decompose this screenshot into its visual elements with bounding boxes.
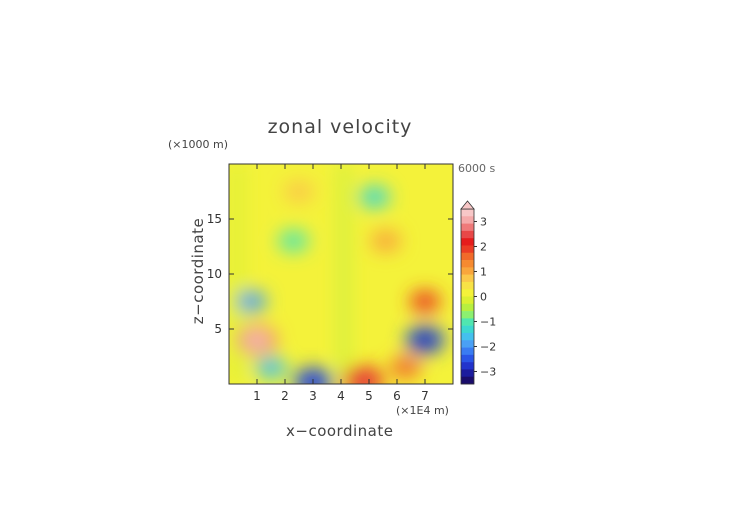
colorbar-band: [461, 209, 474, 217]
field-feature-core: [303, 373, 323, 384]
field-feature: [283, 180, 315, 203]
colorbar-band: [461, 376, 474, 385]
colorbar-band: [461, 289, 474, 297]
field-feature-core: [247, 331, 267, 349]
colorbar-band: [461, 303, 474, 312]
colorbar-tick-label: 1: [480, 266, 487, 279]
field-feature: [390, 356, 421, 379]
y-tick-label: 15: [207, 212, 222, 226]
x-axis-unit: (×1E4 m): [396, 404, 449, 417]
colorbar-arrow: [460, 200, 475, 210]
x-tick-label: 1: [253, 389, 261, 403]
x-tick-label: 4: [337, 389, 345, 403]
field-feature: [409, 290, 441, 313]
colorbar-band: [461, 296, 474, 305]
colorbar-band: [461, 238, 474, 246]
colorbar-tick-label: −1: [480, 316, 496, 329]
time-label: 6000 s: [458, 162, 496, 175]
colorbar-band: [461, 354, 474, 363]
colorbar-band: [461, 325, 474, 334]
colorbar-band: [461, 216, 474, 224]
colorbar-band: [461, 362, 474, 370]
field-feature-core: [415, 331, 435, 349]
colorbar-tick-label: −3: [480, 366, 496, 379]
axes: 1 2 3 4 5 6 7 5 10 15: [207, 164, 453, 403]
x-tick-label: 6: [393, 389, 401, 403]
colorbar-band: [461, 274, 474, 283]
field-feature: [278, 229, 309, 253]
colorbar-band: [461, 267, 474, 275]
x-tick-label: 2: [281, 389, 289, 403]
colorbar-band: [461, 230, 474, 239]
colorbar-band: [461, 245, 474, 254]
x-axis-label: x−coordinate: [286, 422, 394, 440]
colorbar-band: [461, 369, 474, 378]
colorbar-band: [461, 281, 474, 290]
field-feature: [255, 356, 287, 379]
colorbar-tick-label: 2: [480, 241, 487, 254]
colorbar: 3 2 1 0 −1 −2 −3: [460, 200, 496, 385]
colorbar-band: [461, 223, 474, 232]
field-band: [338, 164, 350, 384]
colorbar-band: [461, 340, 474, 348]
x-tick-label: 3: [309, 389, 317, 403]
chart-title: zonal velocity: [267, 116, 413, 138]
y-tick-label: 5: [214, 322, 222, 336]
field-feature: [236, 290, 267, 313]
colorbar-tick-label: 3: [480, 216, 487, 229]
field-feature: [359, 185, 390, 209]
field-feature: [370, 229, 402, 253]
colorbar-band: [461, 260, 474, 268]
colorbar-tick-label: 0: [480, 291, 487, 304]
colorbar-band: [461, 318, 474, 326]
x-tick-label: 7: [421, 389, 429, 403]
field-feature-core: [353, 372, 374, 384]
y-tick-label: 10: [207, 267, 222, 281]
colorbar-band: [461, 311, 474, 319]
colorbar-tick-label: −2: [480, 341, 496, 354]
y-axis-unit: (×1000 m): [168, 138, 229, 151]
colorbar-band: [461, 252, 474, 261]
colorbar-band: [461, 332, 474, 341]
velocity-field: [229, 164, 453, 384]
x-tick-label: 5: [365, 389, 373, 403]
colorbar-band: [461, 347, 474, 356]
